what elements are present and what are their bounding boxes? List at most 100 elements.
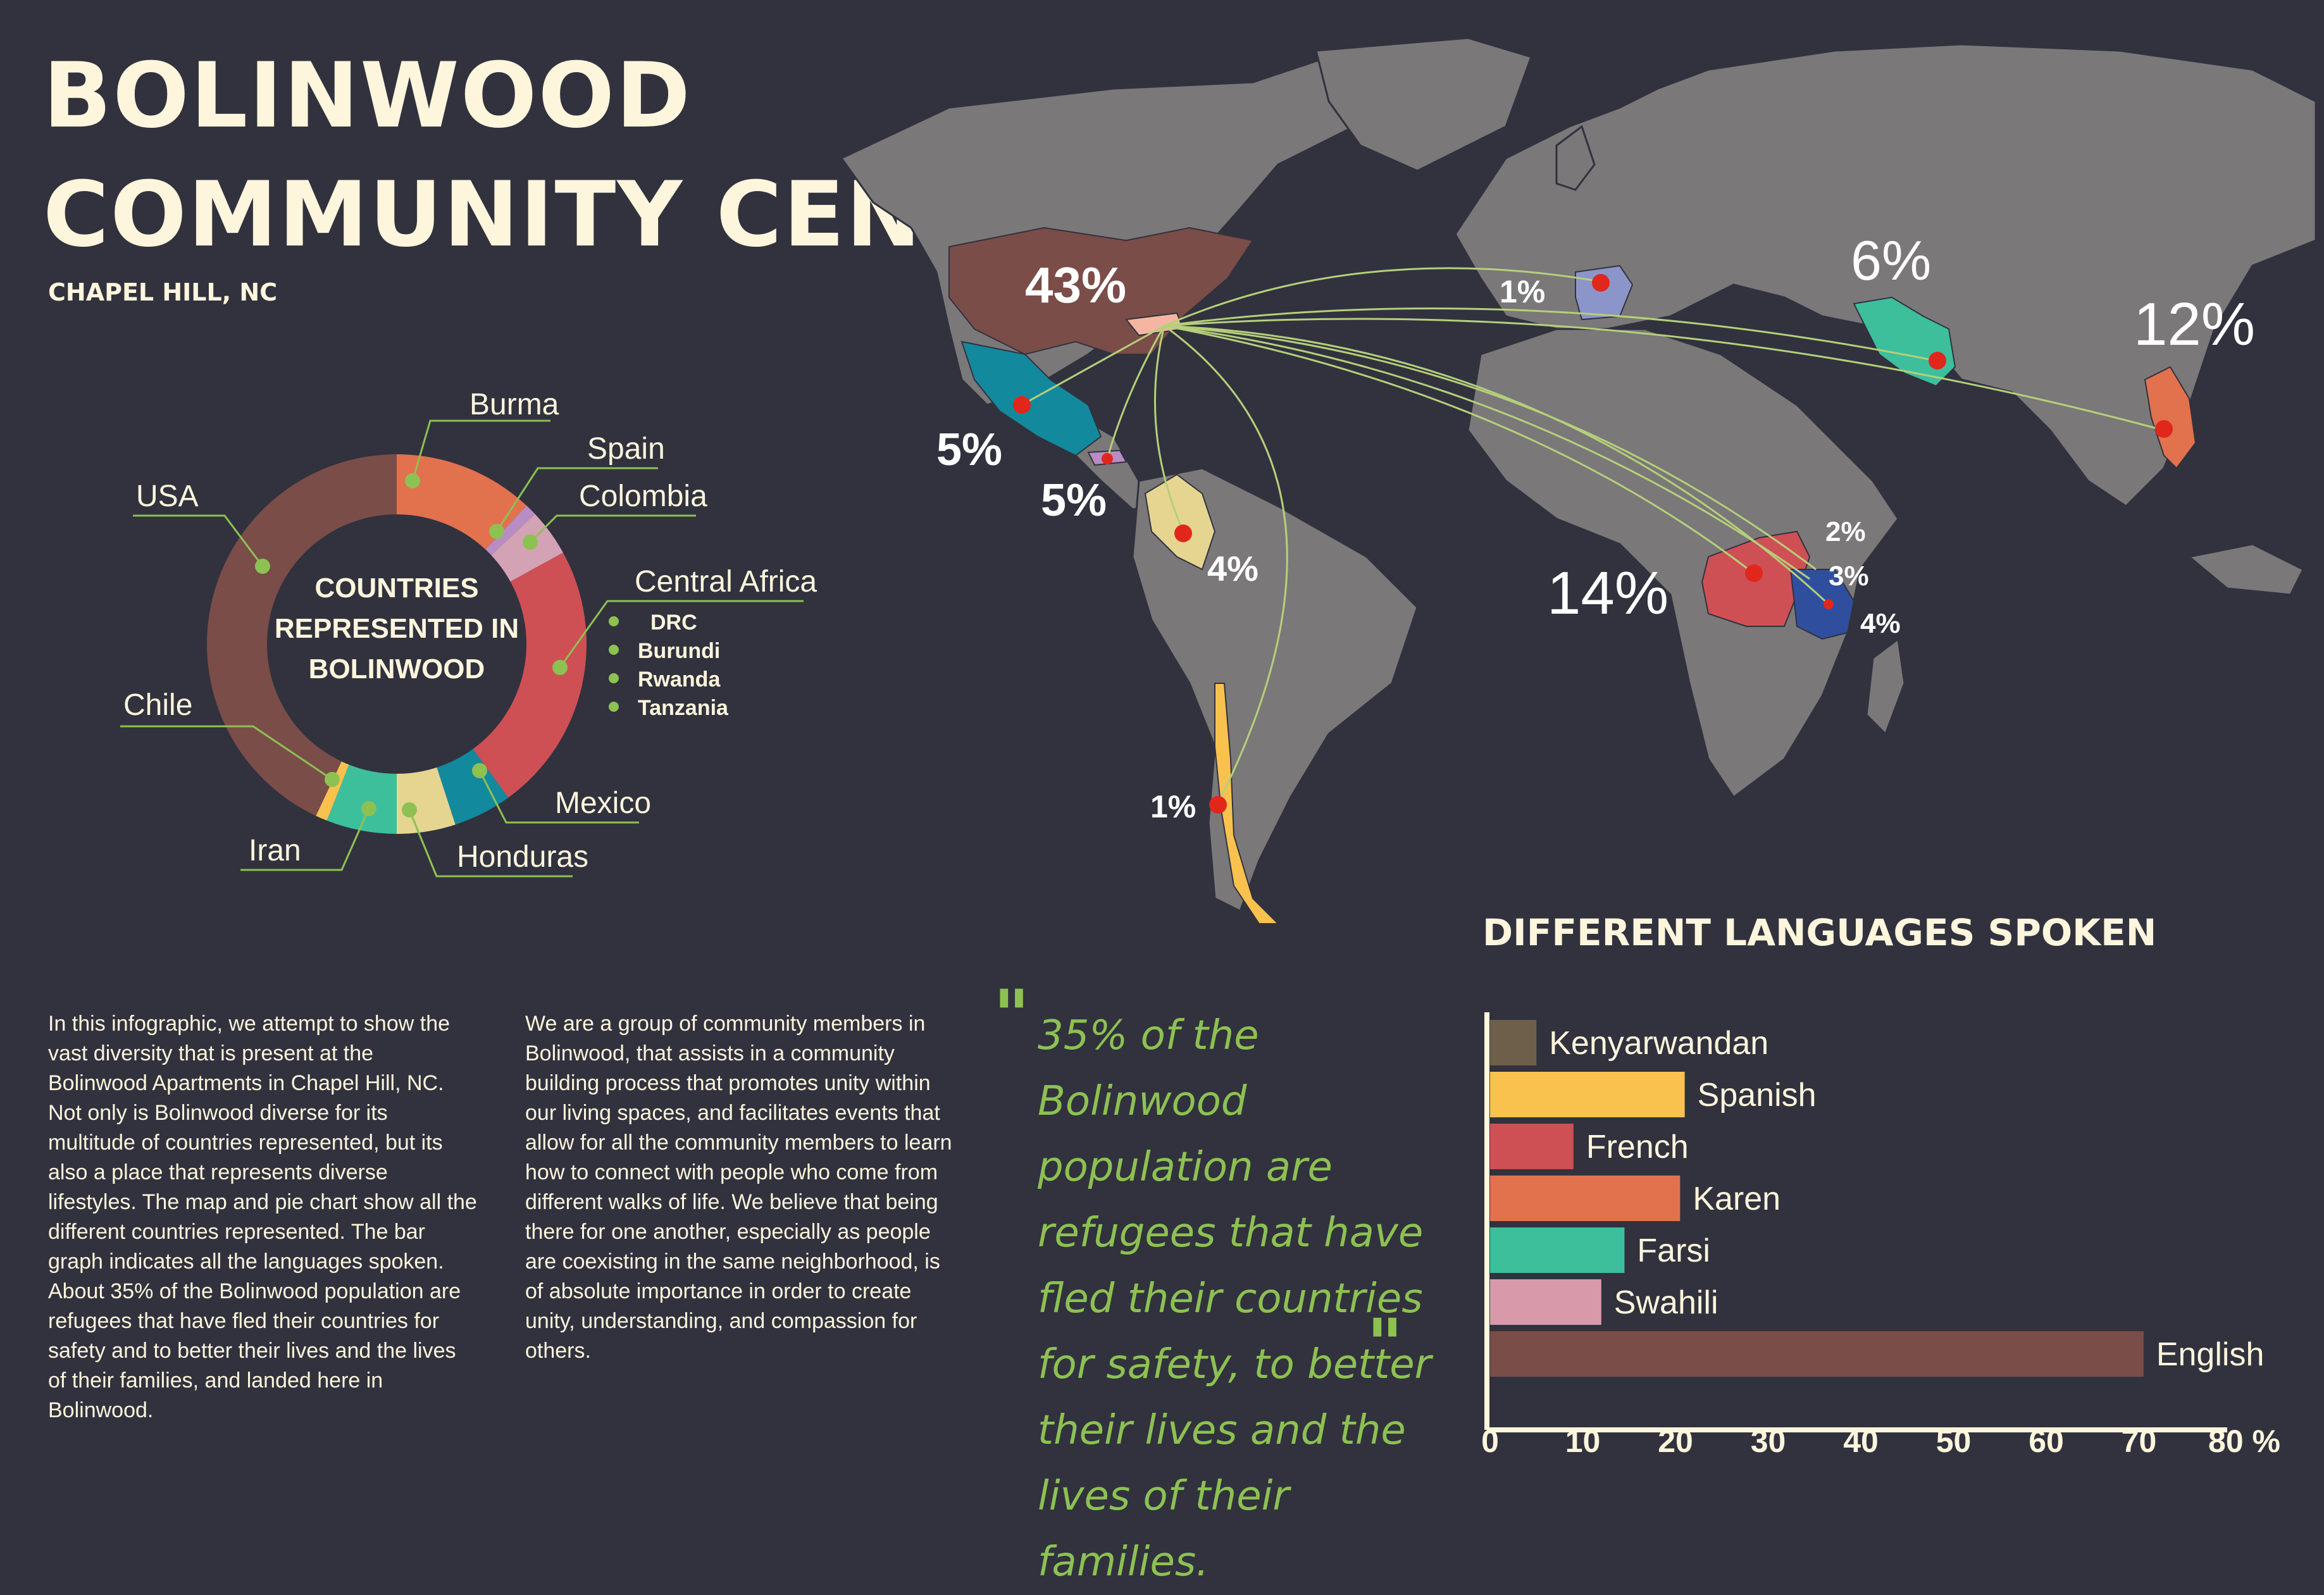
leader-dot-chile <box>325 772 340 787</box>
bar-kenyarwandan <box>1490 1020 1537 1065</box>
x-tick-1: 10 <box>1565 1424 1601 1459</box>
leader-burma <box>411 419 550 481</box>
x-tick-6: 60 <box>2029 1424 2064 1459</box>
label-honduras: Honduras <box>457 840 588 874</box>
chile-country <box>1214 683 1280 924</box>
location-subtitle: CHAPEL HILL, NC <box>48 278 278 306</box>
leader-central-africa <box>559 600 804 668</box>
center-line-2: REPRESENTED IN <box>275 613 519 644</box>
center-line-3: BOLINWOOD <box>309 654 485 685</box>
britain-landmass <box>1555 125 1596 191</box>
x-tick-0: 0 <box>1481 1424 1499 1459</box>
leader-mexico <box>478 770 639 824</box>
bar-french <box>1490 1124 1574 1169</box>
world-map: 43% 5% 5% 4% 1% 6% 12% 14% 2% 3% 4% 1% <box>840 37 2317 924</box>
origin-dots <box>1013 274 2173 814</box>
africa-landmass <box>1467 328 1899 799</box>
donut-leader-dots <box>255 473 568 817</box>
bar-label-spanish: Spanish <box>1698 1077 1817 1114</box>
bar-swahili <box>1490 1279 1601 1325</box>
donut-leader-lines <box>120 419 804 878</box>
donut-slice-central-africa <box>473 552 587 798</box>
bar-farsi <box>1490 1227 1625 1273</box>
sub-dot-tanzania <box>609 702 619 712</box>
languages-chart-title: DIFFERENT LANGUAGES SPOKEN <box>1482 911 2157 954</box>
donut-slice-labels: USA Burma Spain Colombia Central Africa … <box>123 388 817 874</box>
donut-slice-chile <box>316 761 349 821</box>
map-percent-labels: 43% 5% 5% 4% 1% 6% 12% 14% 2% 3% 4% 1% <box>936 229 2255 824</box>
label-burma: Burma <box>469 388 559 421</box>
donut-slice-mexico <box>437 748 509 825</box>
sub-dot-rwanda <box>609 673 619 683</box>
open-quote-mark: " <box>993 974 1030 1056</box>
map-label-usa: 43% <box>1025 257 1126 313</box>
bar-label-kenyarwandan: Kenyarwandan <box>1549 1025 1768 1062</box>
eurasia-landmass <box>1454 43 2317 507</box>
bar-label-french: French <box>1586 1129 1689 1165</box>
sub-label-drc: DRC <box>650 611 697 635</box>
bar-label-farsi: Farsi <box>1637 1232 1710 1269</box>
map-label-burundi: 2% <box>1825 516 1866 547</box>
leader-colombia <box>529 514 696 543</box>
dot-chile <box>1209 796 1227 814</box>
arc-to-mexico <box>1021 325 1165 406</box>
bar-label-english: English <box>2156 1336 2265 1373</box>
map-label-burma: 12% <box>2134 290 2255 358</box>
leader-usa <box>133 514 264 567</box>
map-label-tanzania: 4% <box>1860 608 1901 639</box>
dot-drc <box>1745 564 1763 582</box>
sub-dot-drc <box>609 616 619 626</box>
sub-label-rwanda: Rwanda <box>638 667 721 692</box>
x-tick-5: 50 <box>1936 1424 1972 1459</box>
refugee-quote: 35% of the Bolinwood population are refu… <box>1038 1012 1431 1586</box>
leader-dot-honduras <box>402 802 417 817</box>
leader-dot-central-africa <box>552 660 568 675</box>
south-america-landmass <box>1131 467 1419 913</box>
donut-slice-usa <box>206 454 397 816</box>
madagascar-landmass <box>1865 637 1906 736</box>
title-line-1: BOLINWOOD <box>43 44 692 148</box>
land-masses <box>840 37 2317 913</box>
label-usa: USA <box>136 480 199 513</box>
leader-dot-mexico <box>472 763 487 778</box>
donut-slice-spain <box>485 506 535 555</box>
migration-arcs <box>1021 267 2165 804</box>
arc-to-burma <box>1164 318 2165 431</box>
map-label-rwanda: 3% <box>1829 561 1869 592</box>
map-label-spain: 1% <box>1500 274 1545 309</box>
x-tick-4: 40 <box>1843 1424 1879 1459</box>
x-tick-8: 80 % <box>2208 1424 2280 1459</box>
greenland-landmass <box>1315 37 1532 172</box>
map-label-honduras: 5% <box>1041 475 1107 526</box>
map-label-drc: 14% <box>1547 559 1668 627</box>
donut-center-title: COUNTRIES REPRESENTED IN BOLINWOOD <box>275 573 519 685</box>
donut-slices <box>206 454 587 834</box>
tanzania-country <box>1789 569 1855 640</box>
leader-dot-spain <box>489 524 504 539</box>
x-tick-2: 20 <box>1658 1424 1693 1459</box>
map-label-mexico: 5% <box>936 425 1002 475</box>
dot-mexico <box>1013 396 1031 414</box>
countries-donut-chart: USA Burma Spain Colombia Central Africa … <box>120 388 817 878</box>
arc-to-spain <box>1164 267 1601 327</box>
x-tick-labels: 0 10 20 30 40 50 60 70 80 % <box>1481 1424 2280 1459</box>
arc-to-tanzania <box>1164 325 1830 605</box>
arc-to-chile <box>1164 325 1288 804</box>
arc-to-honduras <box>1106 325 1165 459</box>
dot-tanzania <box>1824 599 1834 609</box>
dot-iran <box>1929 352 1946 369</box>
leader-spain <box>495 467 658 532</box>
dot-honduras <box>1102 453 1113 464</box>
leader-chile <box>120 725 333 781</box>
leader-honduras <box>408 809 573 878</box>
arc-to-drc <box>1164 325 1753 574</box>
label-central-africa: Central Africa <box>635 565 817 599</box>
label-chile: Chile <box>123 688 192 722</box>
map-label-iran: 6% <box>1851 229 1931 292</box>
x-tick-7: 70 <box>2122 1424 2157 1459</box>
bar-spanish <box>1490 1072 1685 1117</box>
label-colombia: Colombia <box>579 480 707 513</box>
leader-dot-burma <box>405 473 420 488</box>
